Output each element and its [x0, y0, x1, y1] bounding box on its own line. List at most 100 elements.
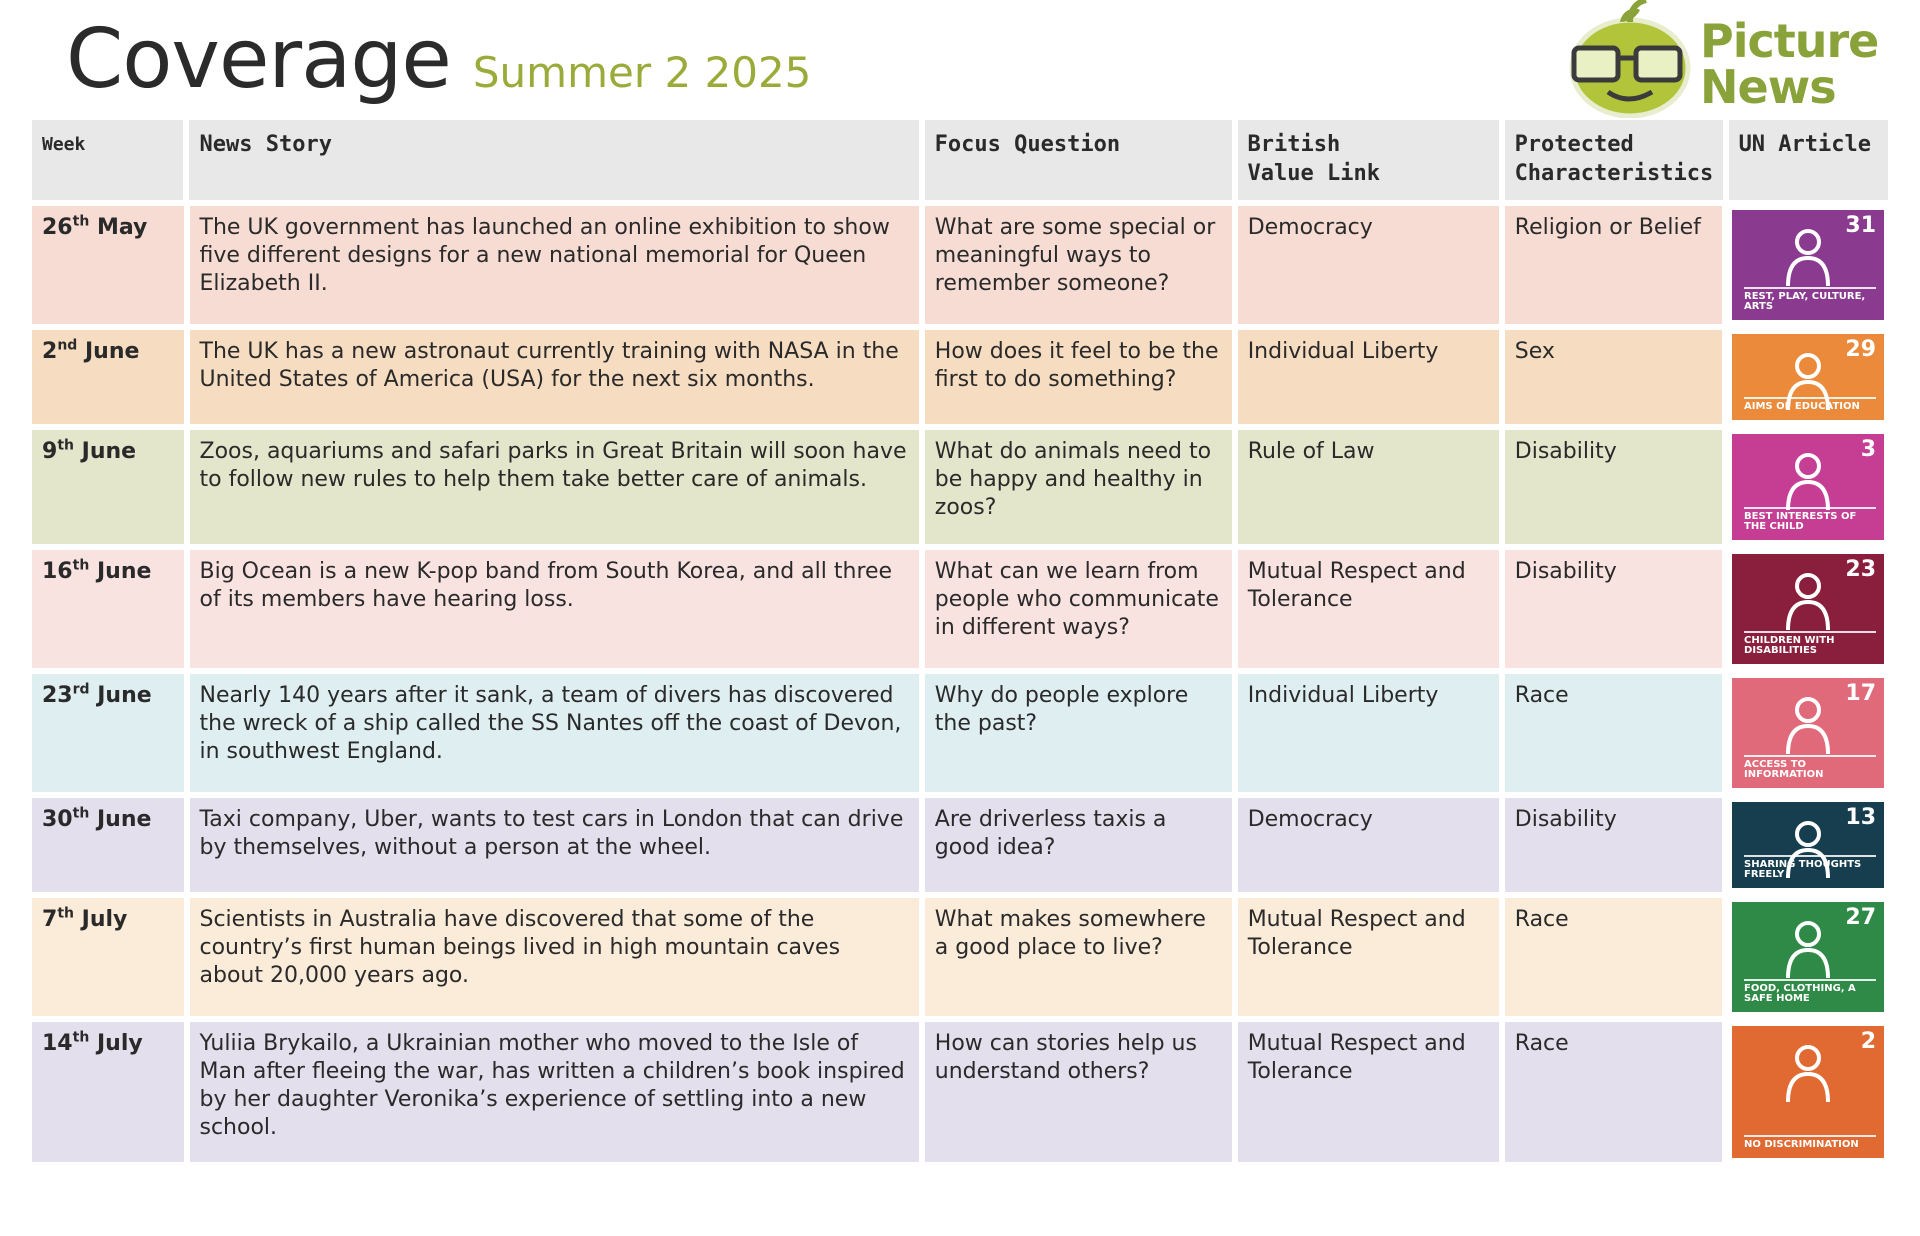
focus-question-cell: How does it feel to be the first to do s…: [924, 330, 1232, 424]
week-cell: 2nd June: [32, 330, 184, 424]
focus-question-cell: Why do people explore the past?: [924, 674, 1232, 792]
un-article-card: 23 Children with disabilities: [1732, 554, 1885, 664]
focus-question-cell: What can we learn from people who commun…: [924, 550, 1232, 668]
news-story-cell: Yuliia Brykailo, a Ukrainian mother who …: [189, 1022, 919, 1162]
protected-characteristic-cell: Race: [1504, 1022, 1723, 1162]
page-title: Coverage: [66, 12, 452, 107]
week-cell: 9th June: [32, 430, 184, 544]
coverage-table: Week News Story Focus Question British V…: [32, 120, 1888, 1168]
child-figure-icon: [1786, 821, 1831, 879]
week-day-suffix: nd: [57, 337, 78, 354]
un-article-cell: 29 Aims of education: [1728, 330, 1888, 424]
week-day-suffix: th: [57, 905, 74, 922]
week-day: 26: [42, 215, 73, 240]
col-header-week: Week: [32, 120, 184, 200]
un-article-cell: 3 Best interests of the child: [1728, 430, 1888, 544]
protected-characteristic-cell: Disability: [1504, 798, 1723, 892]
week-month: June: [96, 807, 152, 832]
week-day-suffix: th: [72, 557, 90, 574]
british-value-cell: Mutual Respect and Tolerance: [1237, 898, 1499, 1016]
brand-line-2: News: [1700, 60, 1837, 114]
week-month: June: [84, 339, 140, 364]
british-value-cell: Individual Liberty: [1237, 330, 1499, 424]
protected-characteristic-cell: Race: [1504, 674, 1723, 792]
col-header-protected: Protected Characteristics: [1504, 120, 1723, 200]
week-cell: 14th July: [32, 1022, 184, 1162]
protected-characteristic-cell: Race: [1504, 898, 1723, 1016]
child-figure-icon: [1786, 1045, 1831, 1103]
week-day-suffix: rd: [72, 681, 90, 698]
week-day-suffix: th: [57, 437, 74, 454]
un-article-label: Children with disabilities: [1744, 631, 1877, 656]
brand-name: Picture News: [1700, 14, 1879, 114]
un-article-card: 17 Access to information: [1732, 678, 1885, 788]
news-story-cell: Scientists in Australia have discovered …: [189, 898, 919, 1016]
focus-question-cell: What makes somewhere a good place to liv…: [924, 898, 1232, 1016]
week-day-suffix: th: [72, 213, 90, 230]
child-figure-icon: [1786, 353, 1831, 411]
un-article-cell: 13 Sharing thoughts freely: [1728, 798, 1888, 892]
british-value-cell: Democracy: [1237, 206, 1499, 324]
week-day-suffix: th: [72, 1029, 90, 1046]
table-row: 30th June Taxi company, Uber, wants to t…: [32, 798, 1888, 892]
protected-characteristic-cell: Sex: [1504, 330, 1723, 424]
un-article-number: 31: [1845, 213, 1877, 238]
un-article-number: 27: [1845, 905, 1877, 930]
news-story-cell: Big Ocean is a new K-pop band from South…: [189, 550, 919, 668]
focus-question-cell: What do animals need to be happy and hea…: [924, 430, 1232, 544]
un-article-label: Best interests of the child: [1744, 507, 1877, 532]
protected-characteristic-cell: Disability: [1504, 550, 1723, 668]
un-article-card: 31 Rest, play, culture, arts: [1732, 210, 1885, 320]
week-day: 23: [42, 683, 73, 708]
child-figure-icon: [1786, 229, 1831, 287]
british-value-cell: Mutual Respect and Tolerance: [1237, 1022, 1499, 1162]
child-figure-icon: [1786, 697, 1831, 755]
british-value-cell: Rule of Law: [1237, 430, 1499, 544]
table-row: 7th July Scientists in Australia have di…: [32, 898, 1888, 1016]
table-row: 9th June Zoos, aquariums and safari park…: [32, 430, 1888, 544]
child-figure-icon: [1786, 921, 1831, 979]
un-article-number: 2: [1860, 1029, 1877, 1054]
un-article-number: 13: [1845, 805, 1877, 830]
col-header-value: British Value Link: [1237, 120, 1499, 200]
week-day: 7: [42, 907, 58, 932]
news-story-cell: Nearly 140 years after it sank, a team o…: [189, 674, 919, 792]
week-cell: 7th July: [32, 898, 184, 1016]
table-header-row: Week News Story Focus Question British V…: [32, 120, 1888, 200]
news-story-cell: The UK has a new astronaut currently tra…: [189, 330, 919, 424]
un-article-number: 29: [1845, 337, 1877, 362]
table-body: 26th May The UK government has launched …: [32, 206, 1888, 1162]
week-month: May: [96, 215, 148, 240]
un-article-label: Aims of education: [1744, 397, 1877, 412]
focus-question-cell: Are driverless taxis a good idea?: [924, 798, 1232, 892]
col-header-value-line2: Value Link: [1247, 161, 1380, 186]
un-article-cell: 17 Access to information: [1728, 674, 1888, 792]
week-day: 9: [42, 439, 58, 464]
protected-characteristic-cell: Religion or Belief: [1504, 206, 1723, 324]
week-cell: 16th June: [32, 550, 184, 668]
page-subtitle: Summer 2 2025: [472, 48, 812, 97]
week-day: 30: [42, 807, 73, 832]
week-month: June: [97, 683, 152, 708]
brand-line-1: Picture: [1700, 14, 1879, 68]
un-article-number: 3: [1860, 437, 1877, 462]
week-month: July: [81, 907, 128, 932]
un-article-label: Rest, play, culture, arts: [1744, 287, 1877, 312]
col-header-protected-line1: Protected: [1514, 132, 1634, 157]
un-article-label: No discrimination: [1744, 1135, 1877, 1150]
un-article-number: 17: [1845, 681, 1877, 706]
week-cell: 23rd June: [32, 674, 184, 792]
week-day: 14: [42, 1031, 73, 1056]
british-value-cell: Mutual Respect and Tolerance: [1237, 550, 1499, 668]
week-month: July: [96, 1031, 143, 1056]
un-article-card: 2 No discrimination: [1732, 1026, 1885, 1158]
table-row: 26th May The UK government has launched …: [32, 206, 1888, 324]
un-article-card: 13 Sharing thoughts freely: [1732, 802, 1885, 888]
british-value-cell: Democracy: [1237, 798, 1499, 892]
table-row: 23rd June Nearly 140 years after it sank…: [32, 674, 1888, 792]
col-header-protected-line2: Characteristics: [1514, 161, 1714, 186]
week-month: June: [81, 439, 137, 464]
week-cell: 26th May: [32, 206, 184, 324]
un-article-cell: 31 Rest, play, culture, arts: [1728, 206, 1888, 324]
apple-glasses-icon: [1569, 0, 1691, 118]
